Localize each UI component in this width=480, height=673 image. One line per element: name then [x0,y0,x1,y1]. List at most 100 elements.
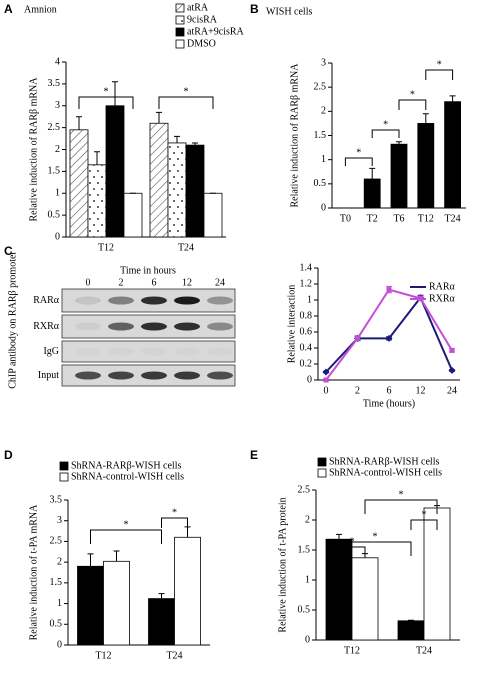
bar [103,560,130,646]
error-bar [192,142,198,146]
gel-band [207,371,233,380]
y-tick-label: 2 [57,556,62,567]
gel-band [75,348,101,356]
y-tick-label: 2.5 [50,536,63,547]
gel-band [108,322,134,331]
y-tick-label: 2 [305,514,310,525]
legend-swatch [175,3,185,13]
bar [149,122,169,238]
y-tick-label: 1.5 [48,166,61,177]
bar [397,620,425,641]
y-axis-label: Relative induction of t-PA protein [277,497,288,632]
bar [417,123,435,209]
y-axis-label: Relative induction of RARβ mRNA [28,77,39,222]
x-tick-label: T24 [166,650,182,661]
error-bar [369,167,376,179]
panel-letter: A [4,2,13,16]
gel-band [141,296,167,305]
gel-band [207,322,233,331]
chart-title: Amnion [24,4,57,15]
y-tick-label: 4 [55,56,60,67]
y-tick-label: 0 [307,374,312,385]
legend-swatch [59,472,69,482]
significance-label: * [383,119,388,130]
gel-strip [61,340,236,363]
y-tick-label: 0 [57,639,62,650]
significance-bracket [344,157,373,166]
marker [323,377,329,383]
marker [448,366,456,374]
gel-row-label: RARα [33,295,60,306]
error-bar [174,135,180,143]
y-tick-label: 0.6 [300,326,313,337]
bar [444,101,462,209]
legend-label: DMSO [187,38,216,49]
legend-label: 9cisRA [187,14,218,25]
y-tick-label: 1.5 [314,130,327,141]
legend-label: atRA+9cisRA [187,26,245,37]
y-tick-label: 0 [321,202,326,213]
y-tick-label: 2 [55,144,60,155]
y-tick-label: 3.5 [48,78,61,89]
y-tick-label: 3 [55,100,60,111]
error-bar [94,151,100,165]
error-bar [336,533,342,540]
marker [322,368,330,376]
legend-swatch [175,39,185,49]
significance-bracket [161,517,188,528]
legend-swatch [59,461,69,471]
bar [148,598,175,646]
bar [69,129,89,238]
x-tick-label: 6 [387,385,392,396]
significance-label: * [399,489,404,500]
gel-band [141,371,167,380]
significance-label: * [437,59,442,70]
bar [390,143,408,209]
significance-label: * [356,147,361,158]
lane-label: 2 [119,277,124,288]
significance-label: * [422,509,427,520]
legend-swatch [175,15,185,25]
significance-label: * [172,507,177,518]
significance-label: * [104,86,109,97]
gel-band [141,348,167,356]
panel-letter: B [250,2,259,16]
legend-swatch [317,468,327,478]
legend-label: RXRα [429,293,456,304]
chart-title: WISH cells [266,6,312,17]
x-tick-label: T2 [367,213,378,224]
gel-band [141,322,167,331]
x-tick-label: T6 [393,213,404,224]
bar [363,178,381,209]
error-bar [76,116,82,130]
y-tick-label: 0.4 [300,342,313,353]
x-axis-label: Time (hours) [363,398,415,409]
bar [87,164,107,238]
gel-band [174,322,200,331]
gel-band [207,296,233,305]
y-tick-label: 2 [321,106,326,117]
y-tick-label: 2.5 [298,484,311,495]
error-bar [408,619,414,621]
gel-band [108,296,134,305]
significance-bracket [410,519,438,530]
gel-band [207,348,233,356]
legend-swatch [317,457,327,467]
y-axis-label: Relative interaction [286,285,297,364]
marker [385,334,393,342]
line [325,295,453,373]
y-tick-label: 1 [307,294,312,305]
y-tick-label: 0 [55,231,60,242]
bar [77,565,104,646]
error-bar [422,113,429,124]
legend-label: atRA [187,2,209,13]
legend-label: RARα [429,281,456,292]
y-tick-label: 0.5 [298,604,311,615]
x-tick-label: 0 [324,385,329,396]
y-axis-label: Relative induction of t-PA mRNA [28,504,39,641]
y-tick-label: 0.8 [300,310,313,321]
error-bar [396,141,402,145]
gel-band [174,296,200,305]
error-bar [158,593,165,599]
error-bar [87,553,94,567]
